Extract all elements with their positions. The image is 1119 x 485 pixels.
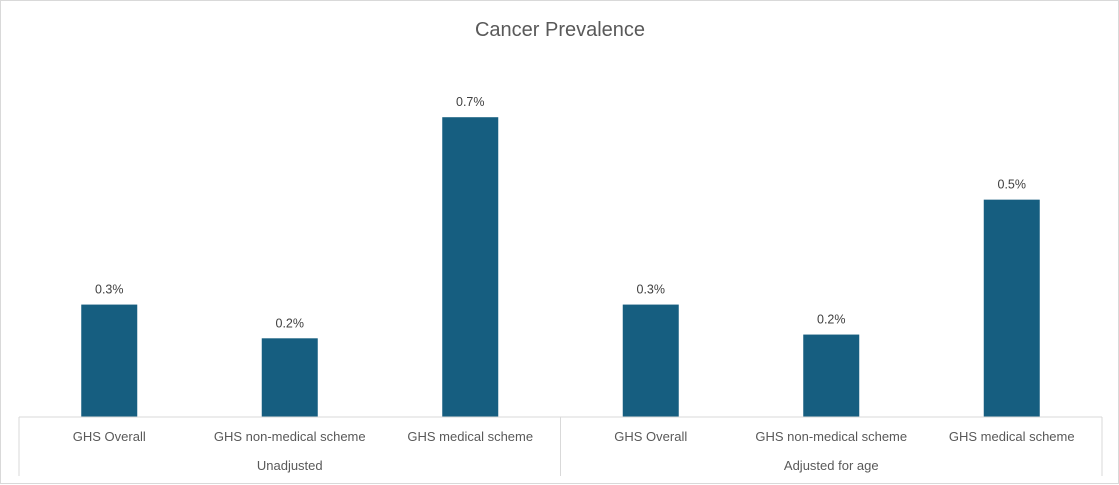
data-label: 0.3% — [637, 283, 666, 297]
category-label: GHS non-medical scheme — [214, 429, 366, 444]
data-label: 0.2% — [276, 316, 305, 330]
bar — [81, 304, 138, 417]
data-label: 0.5% — [998, 178, 1027, 192]
group-label: Adjusted for age — [784, 458, 879, 473]
data-label: 0.7% — [456, 95, 485, 109]
data-label: 0.3% — [95, 283, 124, 297]
category-label: GHS medical scheme — [949, 429, 1075, 444]
category-label: GHS non-medical scheme — [755, 429, 907, 444]
data-label: 0.2% — [817, 313, 846, 327]
bar — [622, 304, 679, 417]
bar — [983, 199, 1040, 417]
chart-title: Cancer Prevalence — [475, 19, 645, 41]
bar — [803, 334, 860, 417]
bar — [261, 338, 318, 417]
group-label: Unadjusted — [257, 458, 323, 473]
bar — [442, 117, 499, 418]
category-label: GHS Overall — [73, 429, 146, 444]
bars-layer: 0.3% 0.2% 0.7% 0.3% 0.2% 0.5% — [81, 95, 1040, 418]
category-axis: GHS Overall GHS non-medical scheme GHS med… — [18, 416, 1103, 476]
category-label: GHS medical scheme — [407, 429, 533, 444]
category-label: GHS Overall — [614, 429, 687, 444]
